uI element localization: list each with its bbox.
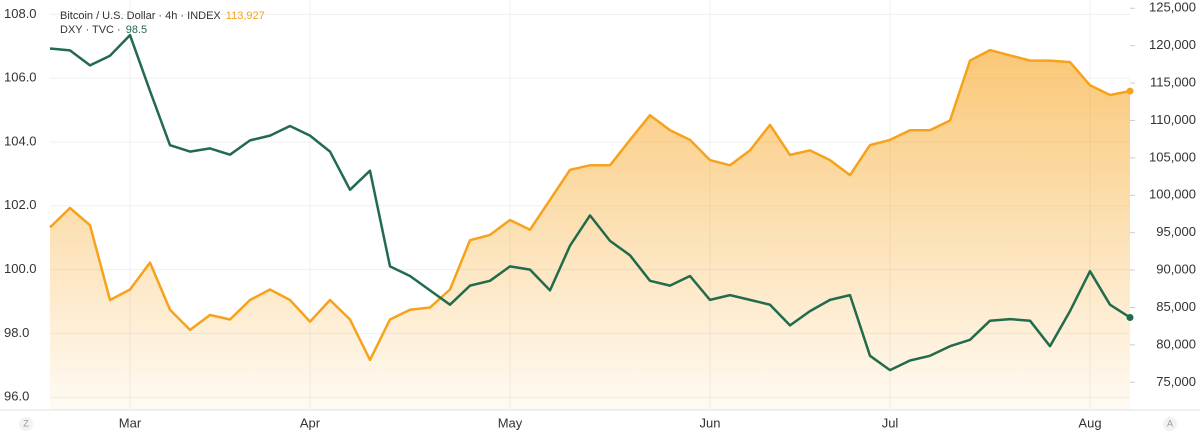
y2-tick-label: 115,000 [1150, 74, 1196, 89]
last-point [1126, 87, 1134, 95]
legend-entry: DXY · TVC · [60, 24, 121, 36]
y2-tick-label: 110,000 [1150, 112, 1196, 127]
area [50, 50, 1130, 410]
x-tick-label: Apr [300, 415, 321, 430]
y2-tick-label: 105,000 [1149, 149, 1196, 164]
y2-tick-label: 95,000 [1156, 224, 1196, 239]
y2-tick-label: 100,000 [1149, 187, 1196, 202]
corner-button-bg [1163, 417, 1177, 431]
x-tick-label: Aug [1078, 415, 1101, 430]
y-tick-label: 106.0 [4, 70, 37, 85]
y2-tick-label: 75,000 [1156, 374, 1196, 389]
legend-value: 98.5 [126, 24, 147, 36]
corner-button[interactable]: Z [23, 418, 29, 428]
y2-tick-label: 125,000 [1149, 0, 1196, 15]
last-point [1126, 313, 1134, 321]
x-tick-label: May [498, 415, 523, 430]
y-tick-label: 102.0 [4, 197, 37, 212]
y-tick-label: 98.0 [4, 325, 29, 340]
x-tick-label: Jul [882, 415, 899, 430]
y2-tick-label: 85,000 [1156, 299, 1196, 314]
y-tick-label: 108.0 [4, 6, 37, 21]
y-tick-label: 96.0 [4, 389, 29, 404]
x-tick-label: Jun [700, 415, 721, 430]
corner-button-bg [19, 417, 33, 431]
line [49, 33, 1131, 372]
legend-value: 113,927 [226, 10, 265, 22]
y2-tick-label: 90,000 [1156, 262, 1196, 277]
line [49, 48, 1131, 362]
y2-tick-label: 80,000 [1156, 336, 1196, 351]
y-tick-label: 104.0 [4, 133, 37, 148]
legend-entry: Bitcoin / U.S. Dollar · 4h · INDEX [60, 10, 221, 22]
x-tick-label: Mar [119, 415, 142, 430]
y2-tick-label: 120,000 [1149, 37, 1196, 52]
corner-button[interactable]: A [1167, 418, 1173, 428]
y-tick-label: 100.0 [4, 261, 37, 276]
